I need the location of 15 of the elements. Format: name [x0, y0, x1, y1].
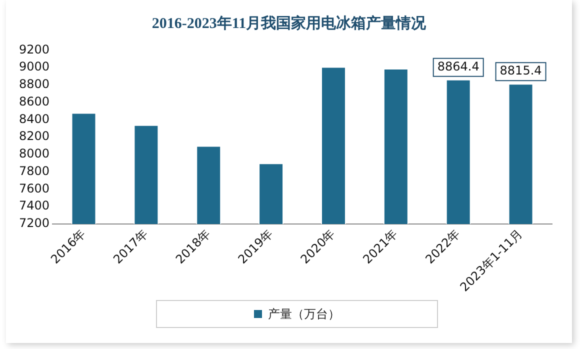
- y-tick-label: 9000: [18, 60, 50, 74]
- y-tick-label: 7800: [18, 164, 50, 178]
- y-tick-label: 8600: [18, 94, 50, 108]
- y-tick-label: 7600: [18, 181, 50, 196]
- y-tick-label: 8800: [18, 77, 50, 92]
- y-tick-label: 9200: [18, 42, 50, 56]
- chart-title: 2016-2023年11月我国家用电冰箱产量情况: [150, 14, 428, 33]
- data-label: 8864.4: [437, 59, 480, 74]
- y-tick-label: 8200: [18, 129, 50, 144]
- legend-label: 产量（万台）: [268, 306, 340, 322]
- y-tick-label: 8000: [18, 146, 50, 161]
- y-tick-label: 7400: [18, 198, 50, 213]
- data-label: 8815.4: [500, 64, 542, 78]
- y-tick-label: 8400: [18, 112, 50, 126]
- y-tick-label: 7200: [18, 216, 50, 230]
